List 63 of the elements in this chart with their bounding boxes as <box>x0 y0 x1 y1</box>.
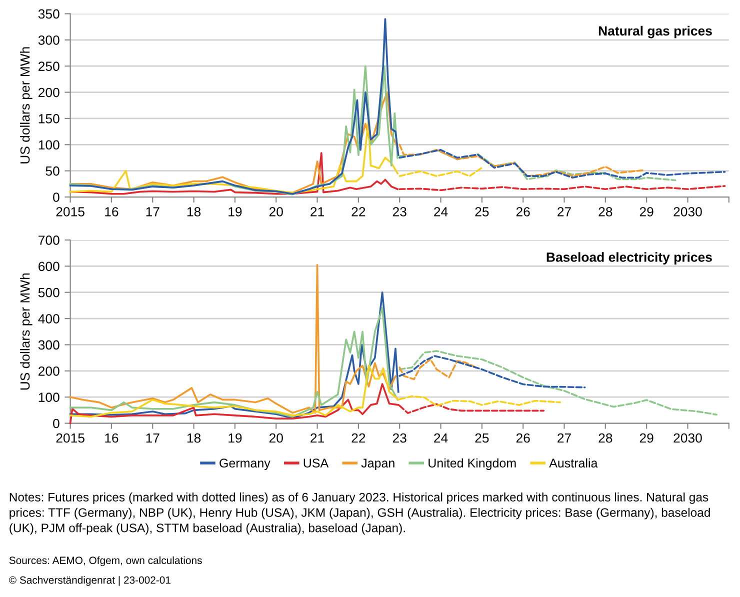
x-tick-label: 19 <box>228 433 242 443</box>
x-tick-label: 26 <box>516 207 530 216</box>
y-tick-label: 500 <box>38 288 60 298</box>
x-tick-label: 2015 <box>56 433 84 443</box>
y-tick-label: 150 <box>38 114 60 124</box>
x-tick-label: 27 <box>558 207 571 216</box>
y-tick-label: 0 <box>53 192 60 202</box>
y-tick-label: 600 <box>38 262 60 272</box>
y-tick-label: 700 <box>38 236 60 245</box>
x-tick-label: 17 <box>146 433 160 443</box>
line-series <box>69 264 396 414</box>
x-tick-label: 23 <box>392 433 406 443</box>
x-tick-label: 23 <box>392 207 406 216</box>
y-tick-label: 200 <box>38 88 60 98</box>
y-tick-label: 0 <box>53 418 60 428</box>
x-tick-label: 18 <box>187 433 201 443</box>
y-axis-title: US dollars per MWh <box>20 273 32 390</box>
x-tick-label: 21 <box>310 433 324 443</box>
x-tick-label: 27 <box>558 433 571 443</box>
y-tick-label: 300 <box>38 340 60 350</box>
y-tick-label: 350 <box>38 9 60 19</box>
line-series <box>398 350 718 416</box>
x-tick-label: 25 <box>475 433 489 443</box>
y-tick-label: 50 <box>46 166 60 176</box>
y-tick-label: 100 <box>38 140 60 150</box>
text: Natural gas prices <box>598 26 712 38</box>
text: © Sachverständigenrat | 23-002-01 <box>9 576 170 586</box>
legend-label: Australia <box>549 458 598 468</box>
y-tick-label: 250 <box>38 62 60 72</box>
x-tick-label: 2030 <box>674 433 702 443</box>
x-tick-label: 16 <box>105 207 118 216</box>
legend-label: Germany <box>220 458 270 470</box>
x-tick-label: 28 <box>598 433 612 443</box>
text: Notes: Futures prices (marked with dotted lines) as of 6 January 2023. Historical prices marked with continuous lines. Natural gas prices: TTF (Germany), NBP (UK), Henry Hub (USA), JKM (Japan), GSH (Australia). Electricity prices: Base (Germany), baseload (UK), PJM off-peak (USA), STTM baseload (Australia), baseload (Japan). <box>10 492 710 535</box>
x-tick-label: 21 <box>310 207 324 216</box>
y-axis-title: US dollars per MWh <box>20 47 32 164</box>
x-tick-label: 16 <box>105 433 118 443</box>
legend-label: United Kingdom <box>428 458 516 470</box>
legend-label: Japan <box>361 458 394 470</box>
source-note: Sources: AEMO, Ofgem, own calculations <box>9 556 202 566</box>
x-tick-label: 29 <box>640 433 654 443</box>
x-tick-label: 28 <box>598 207 612 216</box>
legend-label: USA <box>304 458 329 468</box>
x-tick-label: 20 <box>269 207 283 216</box>
x-tick-label: 2015 <box>56 207 84 216</box>
y-tick-label: 100 <box>38 392 60 402</box>
line-series <box>69 120 398 194</box>
x-tick-label: 22 <box>352 433 366 443</box>
x-tick-label: 24 <box>434 433 448 443</box>
y-tick-label: 200 <box>38 366 60 376</box>
x-tick-label: 19 <box>228 207 242 216</box>
x-tick-label: 22 <box>352 207 366 216</box>
y-tick-label: 400 <box>38 314 60 324</box>
x-tick-label: 29 <box>640 207 654 216</box>
x-tick-label: 20 <box>269 433 283 443</box>
text: Baseload electricity prices <box>546 252 712 264</box>
y-tick-label: 300 <box>38 35 60 45</box>
x-tick-label: 24 <box>434 207 448 216</box>
x-tick-label: 17 <box>146 207 160 216</box>
x-tick-label: 18 <box>187 207 201 216</box>
x-tick-label: 2030 <box>674 207 702 216</box>
x-tick-label: 25 <box>475 207 489 216</box>
x-tick-label: 26 <box>516 433 530 443</box>
